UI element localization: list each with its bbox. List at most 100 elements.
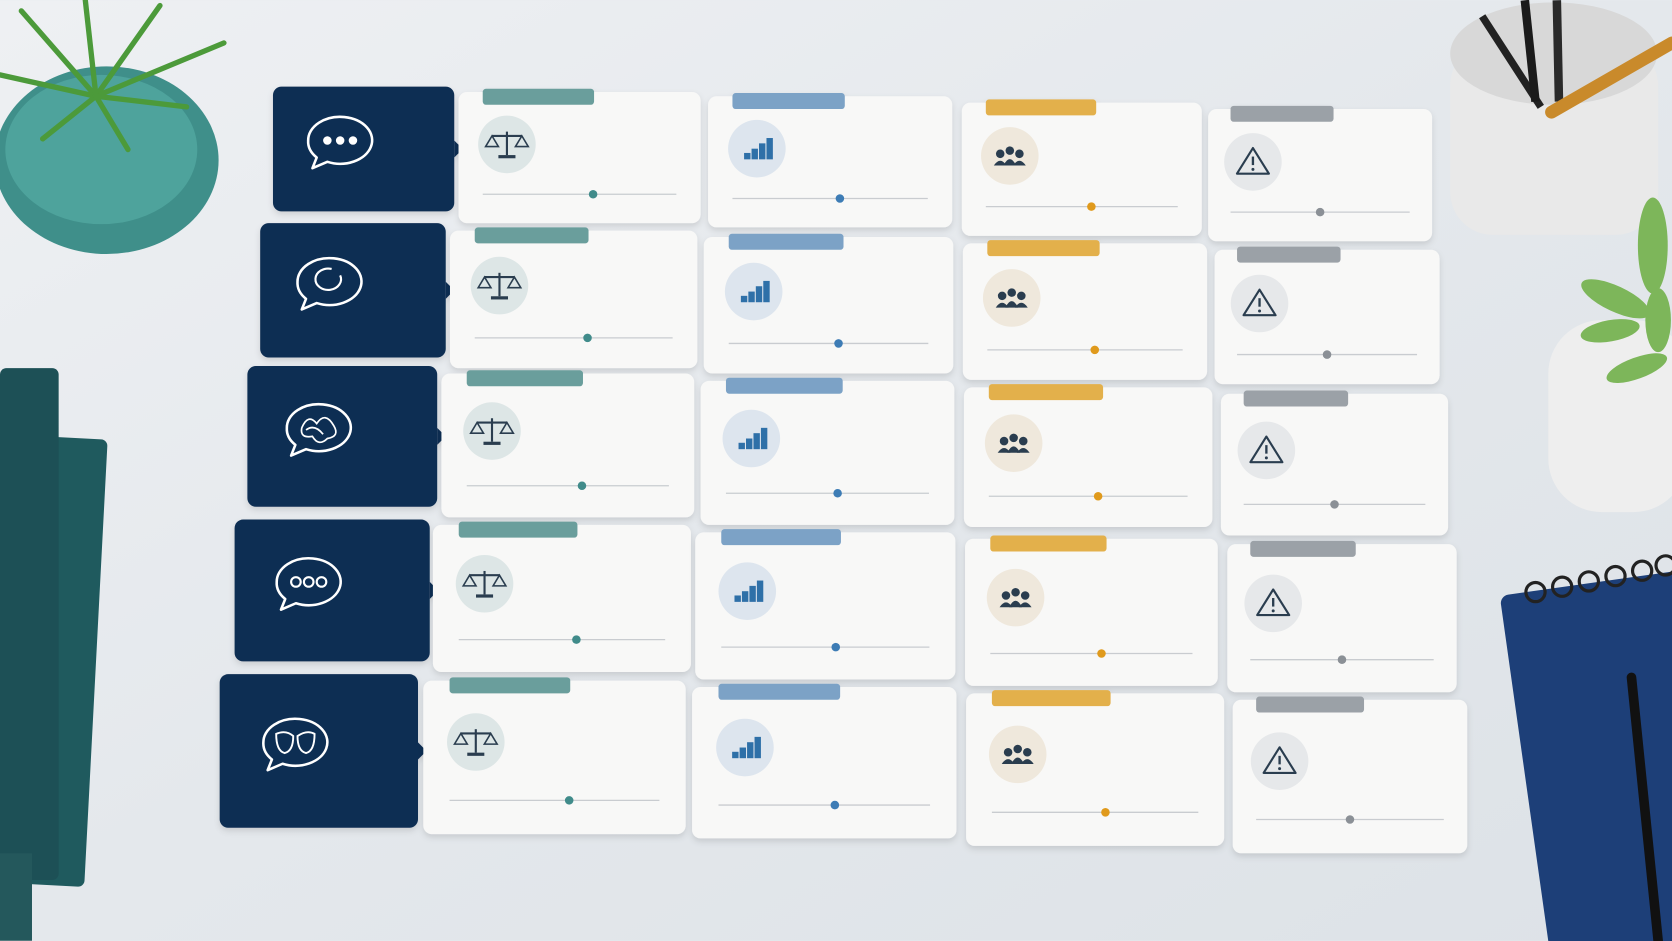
people-icon (999, 436, 1009, 446)
warning-icon (1271, 609, 1275, 613)
icon-circle (981, 127, 1039, 185)
bubble-dot (302, 576, 315, 588)
people-icon (1009, 600, 1022, 608)
people-icon (997, 291, 1007, 301)
slider-knob (1337, 655, 1347, 664)
card-tab (1237, 246, 1341, 263)
metric-card (695, 529, 956, 680)
people-icon (997, 448, 1011, 453)
slider-knob (1330, 500, 1339, 509)
bubble-dot (323, 136, 332, 145)
icon-circle (984, 414, 1043, 472)
book (0, 368, 59, 880)
slider-knob (1101, 808, 1110, 817)
bubble-dot (290, 576, 302, 588)
card-row (247, 366, 1449, 536)
people-icon (1014, 302, 1028, 308)
bars-icon (734, 595, 741, 602)
metric-card (449, 227, 698, 369)
book (0, 853, 32, 941)
slider-knob (1345, 815, 1355, 824)
card-tab (732, 93, 845, 110)
people-icon (1013, 160, 1026, 166)
speech-bubble-icon (306, 115, 374, 170)
card-grid (219, 86, 1468, 854)
speech-bubble-icon (262, 717, 329, 772)
label-card-pointer (418, 742, 427, 760)
warning-icon (1249, 435, 1284, 464)
people-icon (1018, 602, 1032, 608)
warning-icon (1251, 167, 1255, 171)
bubble-dot (335, 136, 345, 145)
speech-bubble-icon (275, 557, 342, 611)
slider-knob (588, 189, 598, 199)
metric-card (1227, 540, 1457, 693)
card-tab (1230, 105, 1334, 122)
bars-icon (766, 138, 773, 160)
metric-card (432, 521, 691, 673)
card-tab (466, 370, 583, 387)
metric-card (441, 370, 695, 518)
card-row (234, 519, 1457, 693)
metric-card (1232, 696, 1468, 854)
people-icon (995, 302, 1009, 308)
scale-icon (467, 752, 485, 756)
slider-knob (583, 333, 592, 343)
scale-icon (483, 441, 501, 445)
bars-icon (741, 591, 749, 602)
bars-icon (756, 580, 764, 602)
label-card-body (234, 519, 430, 662)
bars-icon (753, 433, 760, 450)
people-icon (1020, 759, 1034, 764)
people-icon (1013, 744, 1022, 754)
scale-icon (461, 573, 508, 587)
people-icon (1003, 747, 1013, 757)
label-card-body (260, 223, 446, 358)
card-tab (725, 377, 843, 394)
card-tab (985, 99, 1097, 116)
icon-circle (718, 562, 777, 620)
card-tab (988, 384, 1104, 401)
label-card (272, 86, 463, 212)
bars-icon (759, 143, 766, 160)
warning-icon (1264, 456, 1268, 460)
metric-card (708, 93, 953, 228)
pen-holder-decoration (1450, 0, 1672, 235)
bars-icon (738, 442, 745, 450)
warning-icon (1242, 288, 1277, 317)
card-tab (1243, 390, 1349, 407)
bars-icon (760, 427, 768, 450)
card-tab (1250, 540, 1356, 557)
label-card-pointer (454, 140, 463, 158)
card-row (260, 223, 1440, 385)
slider-knob (1097, 649, 1106, 658)
bars-icon (739, 747, 747, 759)
notebook-decoration (1500, 554, 1672, 941)
bubble-scribble (300, 416, 337, 444)
people-icon (1009, 433, 1018, 443)
scale-icon (498, 155, 516, 159)
plant-leaves (0, 0, 227, 153)
card-tab (991, 690, 1111, 707)
bars-icon (751, 148, 758, 160)
bubble-dot (315, 576, 328, 588)
metric-card (1214, 246, 1440, 385)
metric-card (1208, 105, 1433, 242)
label-card (234, 519, 439, 662)
metric-card (966, 690, 1225, 846)
card-tab (482, 88, 595, 105)
slider-knob (834, 339, 843, 348)
succulent-decoration (1548, 197, 1672, 513)
card-tab (474, 227, 589, 244)
slider-knob (577, 481, 587, 491)
people-icon (1017, 291, 1026, 301)
metric-card (692, 683, 957, 839)
plant-pot-top (5, 74, 198, 225)
metric-card (423, 677, 686, 835)
succulent-leaves (1580, 197, 1671, 383)
card-tab (728, 233, 844, 250)
slider-knob (835, 194, 845, 203)
card-tab (458, 521, 578, 538)
bars-icon (749, 585, 756, 602)
